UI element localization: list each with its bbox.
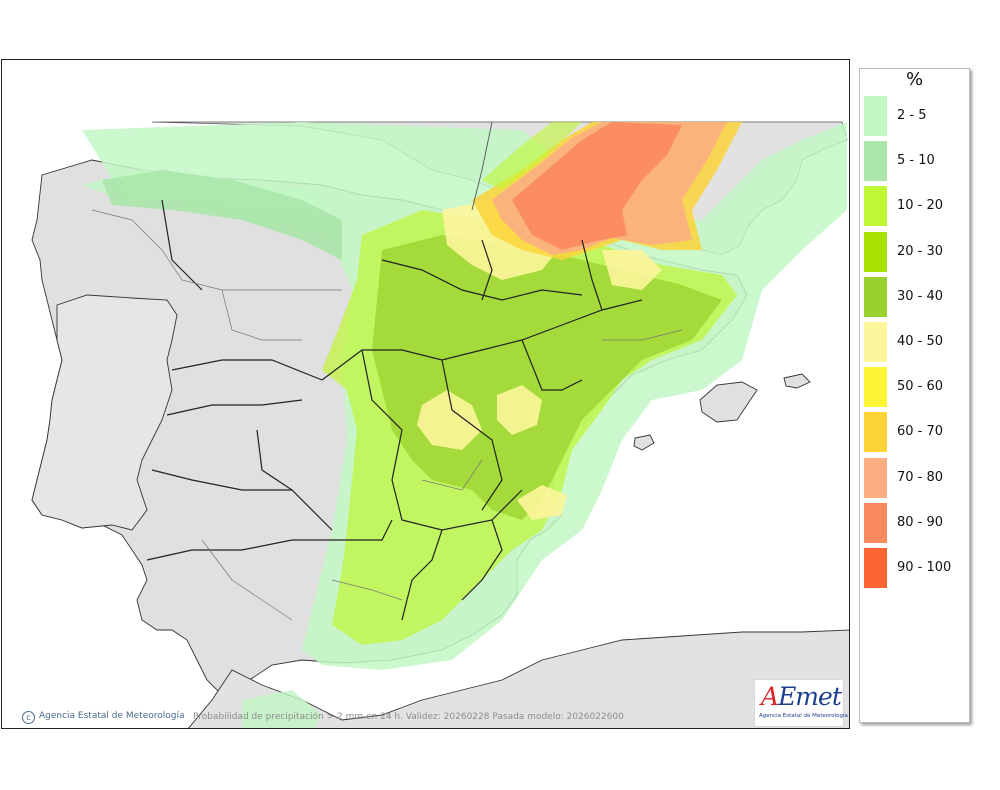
legend-label: 60 - 70 xyxy=(897,424,944,440)
legend-swatch xyxy=(864,457,887,498)
menorca-land xyxy=(783,373,811,389)
logo-word: AEmet xyxy=(761,682,842,711)
legend-swatch xyxy=(864,186,887,227)
france-border xyxy=(471,121,493,211)
legend-label: 20 - 30 xyxy=(897,243,944,259)
legend-label: 50 - 60 xyxy=(897,379,944,395)
legend-label: 80 - 90 xyxy=(897,514,944,530)
mallorca-land xyxy=(699,381,758,423)
africa-land xyxy=(188,629,849,728)
legend-label: 90 - 100 xyxy=(897,560,952,575)
legend-panel: % 2 - 5 5 - 10 10 - 20 20 - 30 30 - 40 40 - 5… xyxy=(859,68,970,723)
legend-label: 70 - 80 xyxy=(897,469,944,485)
legend-item: 20 - 30 xyxy=(864,231,968,272)
prob-zone-north-edge-green xyxy=(482,122,582,190)
prob-zone-80-90 xyxy=(512,122,682,250)
probability-map xyxy=(1,59,850,729)
prob-zone-40-50-valencia xyxy=(517,485,567,520)
admin-borders xyxy=(146,199,643,621)
legend-swatch xyxy=(864,367,887,408)
legend-item: 5 - 10 xyxy=(864,141,968,182)
province-borders xyxy=(91,209,683,621)
legend-item: 80 - 90 xyxy=(864,502,968,543)
credit-label: Agencia Estatal de Meteorología xyxy=(39,711,185,721)
legend-item: 10 - 20 xyxy=(864,186,968,227)
legend-swatch xyxy=(864,322,887,362)
copyright-icon: c xyxy=(22,711,35,724)
legend-item: 70 - 80 xyxy=(864,457,968,498)
legend-swatch xyxy=(864,548,887,588)
legend-swatch xyxy=(864,96,887,136)
legend-unit: % xyxy=(905,69,924,90)
legend-item: 90 - 100 xyxy=(864,548,968,588)
map-caption: Probabilidad de precipitación > 2 mm en … xyxy=(193,712,624,722)
legend-label: 5 - 10 xyxy=(897,153,935,169)
legend-item: 40 - 50 xyxy=(864,322,968,362)
ibiza-land xyxy=(633,434,655,451)
legend-item: 30 - 40 xyxy=(864,276,968,317)
map-canvas xyxy=(31,121,849,728)
legend-label: 30 - 40 xyxy=(897,288,944,304)
prob-zone-40-50-teruel xyxy=(497,385,542,435)
prob-zone-40-50-aragon xyxy=(417,390,482,450)
legend-swatch xyxy=(864,141,887,182)
legend-swatch xyxy=(864,276,887,317)
prob-zone-40-50-pyrenees xyxy=(602,250,662,290)
logo-subtext: Agencia Estatal de Meteorología xyxy=(759,713,848,719)
legend-swatch xyxy=(864,231,887,272)
portugal-land xyxy=(31,294,178,531)
legend-label: 10 - 20 xyxy=(897,198,944,214)
legend-swatch xyxy=(864,502,887,543)
legend-label: 40 - 50 xyxy=(897,334,944,349)
aemet-logo: AEmet Agencia Estatal de Meteorología xyxy=(754,679,848,727)
legend-item: 50 - 60 xyxy=(864,367,968,408)
legend-item: 60 - 70 xyxy=(864,412,968,453)
legend-item: 2 - 5 xyxy=(864,96,968,136)
legend-label: 2 - 5 xyxy=(897,108,927,123)
credit-text: c Agencia Estatal de Meteorología xyxy=(22,711,185,724)
prob-zone-5-10 xyxy=(102,170,342,260)
legend-swatch xyxy=(864,412,887,453)
prob-zone-africa xyxy=(242,690,322,728)
